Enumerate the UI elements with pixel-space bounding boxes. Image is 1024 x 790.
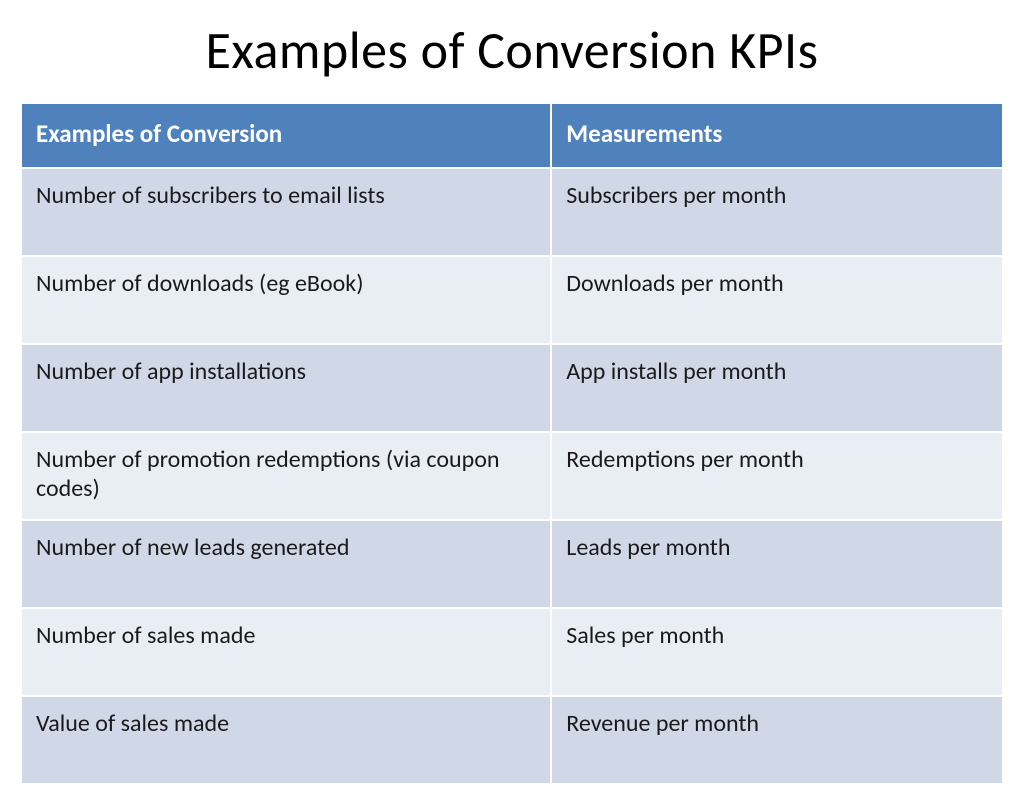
- cell-measurement: Revenue per month: [551, 696, 1003, 784]
- cell-example: Number of app installations: [21, 344, 551, 432]
- cell-example: Value of sales made: [21, 696, 551, 784]
- column-header-measurements: Measurements: [551, 103, 1003, 168]
- table-row: Number of new leads generated Leads per …: [21, 520, 1003, 608]
- table-row: Value of sales made Revenue per month: [21, 696, 1003, 784]
- page-title: Examples of Conversion KPIs: [20, 18, 1004, 82]
- table-row: Number of app installations App installs…: [21, 344, 1003, 432]
- table-row: Number of downloads (eg eBook) Downloads…: [21, 256, 1003, 344]
- slide-container: Examples of Conversion KPIs Examples of …: [0, 0, 1024, 790]
- cell-example: Number of promotion redemptions (via cou…: [21, 432, 551, 520]
- cell-measurement: Redemptions per month: [551, 432, 1003, 520]
- cell-example: Number of new leads generated: [21, 520, 551, 608]
- table-row: Number of sales made Sales per month: [21, 608, 1003, 696]
- cell-example: Number of sales made: [21, 608, 551, 696]
- table-header-row: Examples of Conversion Measurements: [21, 103, 1003, 168]
- cell-measurement: Leads per month: [551, 520, 1003, 608]
- cell-measurement: App installs per month: [551, 344, 1003, 432]
- kpi-table: Examples of Conversion Measurements Numb…: [20, 102, 1004, 785]
- cell-measurement: Sales per month: [551, 608, 1003, 696]
- table-body: Number of subscribers to email lists Sub…: [21, 168, 1003, 784]
- table-row: Number of promotion redemptions (via cou…: [21, 432, 1003, 520]
- table-row: Number of subscribers to email lists Sub…: [21, 168, 1003, 256]
- column-header-examples: Examples of Conversion: [21, 103, 551, 168]
- cell-measurement: Downloads per month: [551, 256, 1003, 344]
- cell-example: Number of subscribers to email lists: [21, 168, 551, 256]
- cell-example: Number of downloads (eg eBook): [21, 256, 551, 344]
- cell-measurement: Subscribers per month: [551, 168, 1003, 256]
